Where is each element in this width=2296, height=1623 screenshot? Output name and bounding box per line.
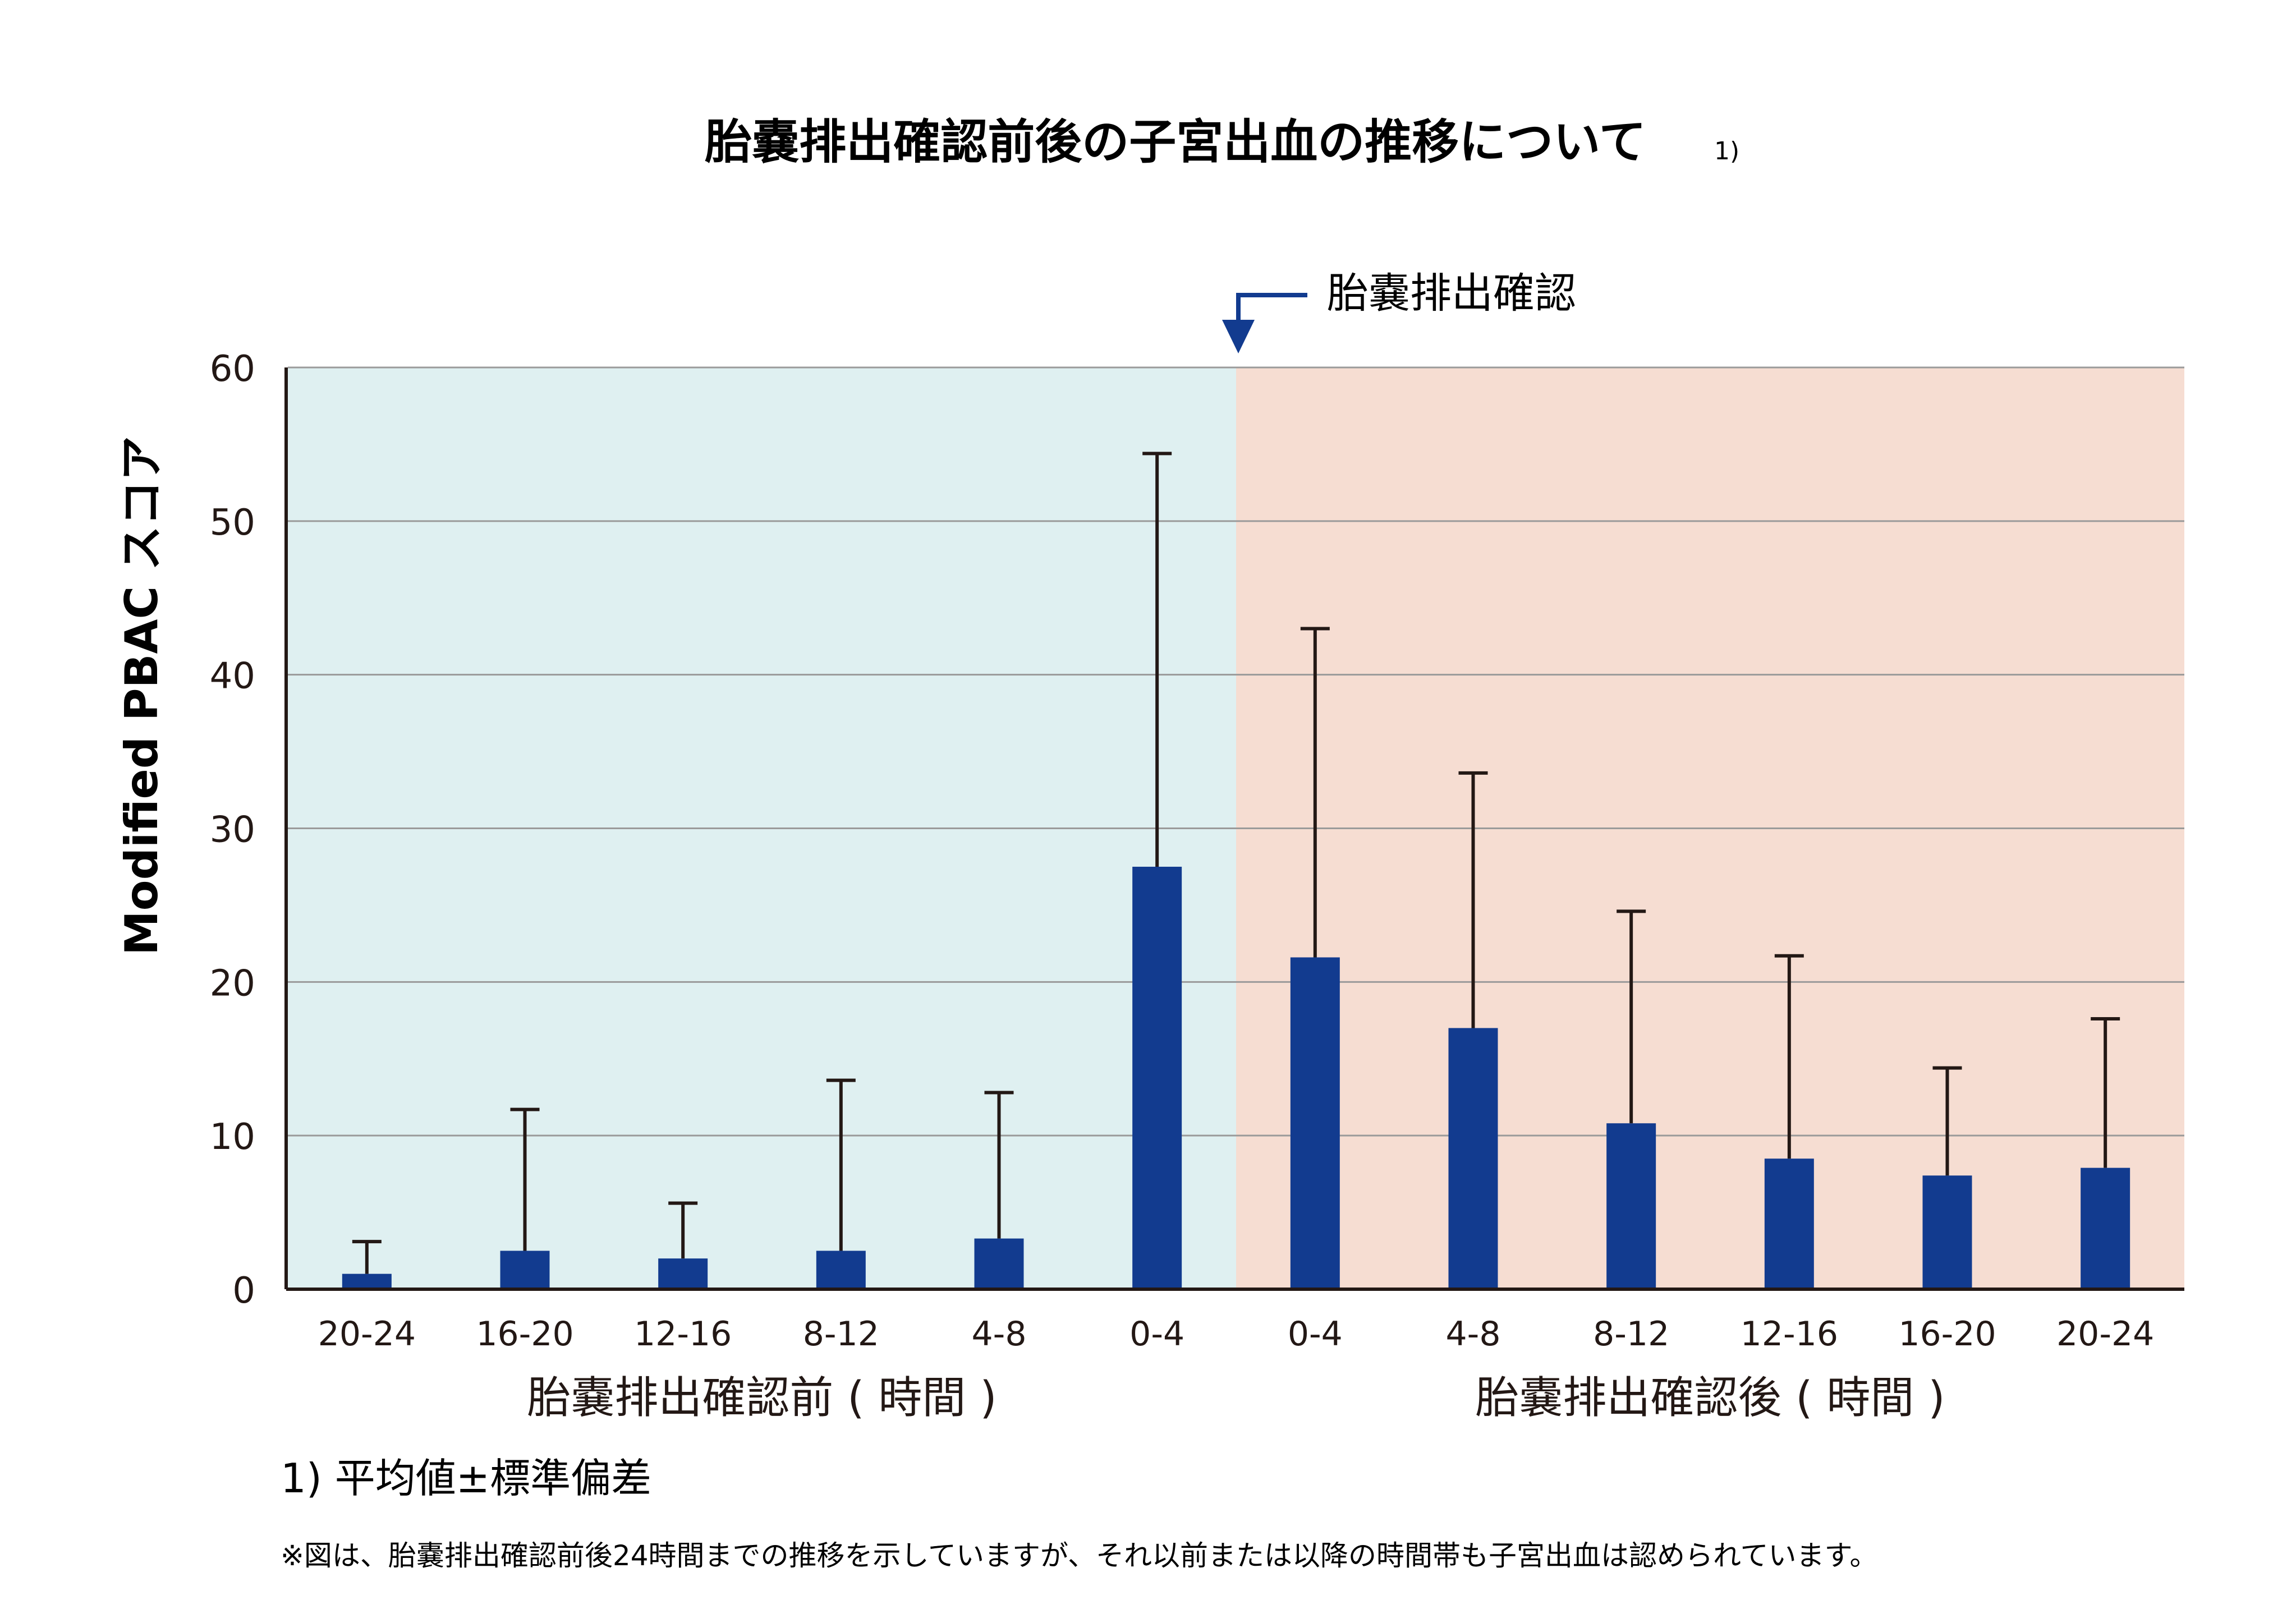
annotation-label: 胎嚢排出確認 (1327, 269, 1576, 318)
chart-title-note: 1) (1714, 137, 1739, 165)
x-tick-label-11: 20-24 (2056, 1314, 2154, 1354)
x-tick-label-9: 12-16 (1741, 1314, 1838, 1354)
y-tick-label-0: 0 (232, 1270, 255, 1312)
x-tick-label-5: 0-4 (1129, 1314, 1184, 1354)
x-tick-label-7: 4-8 (1446, 1314, 1501, 1354)
group-label-0: 胎嚢排出確認前 ( 時間 ) (527, 1373, 997, 1423)
bar-7 (1448, 1028, 1498, 1289)
x-tick-label-3: 8-12 (803, 1314, 879, 1354)
bar-10 (1922, 1175, 1972, 1289)
bar-8 (1606, 1123, 1656, 1289)
bar-0 (342, 1273, 392, 1289)
note: ※図は、胎嚢排出確認前後24時間までの推移を示していますが、それ以前または以降の… (281, 1539, 1878, 1572)
y-axis-label: Modified PBAC スコア (116, 436, 168, 955)
y-tick-label-4: 40 (210, 656, 255, 697)
group-label-1: 胎嚢排出確認後 ( 時間 ) (1475, 1373, 1945, 1423)
x-tick-label-8: 8-12 (1593, 1314, 1669, 1354)
gridlines (288, 366, 2184, 1137)
chart-title: 胎嚢排出確認前後の子宮出血の推移について (705, 114, 1646, 169)
bar-2 (658, 1258, 708, 1289)
x-tick-label-6: 0-4 (1288, 1314, 1343, 1354)
y-tick-label-6: 60 (210, 348, 255, 390)
y-tick-label-5: 50 (210, 502, 255, 544)
bar-3 (816, 1250, 866, 1289)
annotation-arrow (1222, 293, 1307, 353)
x-tick-label-2: 12-16 (634, 1314, 732, 1354)
x-tick-labels: 20-24 16-20 12-16 8-12 4-8 0-4 0-4 4-8 8-12 12-16… (318, 1314, 2155, 1354)
x-tick-label-4: 4-8 (972, 1314, 1027, 1354)
y-tick-label-1: 10 (210, 1116, 255, 1158)
bars (342, 866, 2130, 1289)
error-bars (352, 452, 2120, 1274)
y-tick-labels: 0 10 20 30 40 50 60 (210, 348, 255, 1312)
group-labels: 胎嚢排出確認前 ( 時間 ) 胎嚢排出確認後 ( 時間 ) (527, 1373, 1945, 1423)
y-tick-label-2: 20 (210, 963, 255, 1004)
bar-4 (974, 1238, 1024, 1289)
bar-6 (1290, 957, 1340, 1289)
bar-5 (1132, 866, 1182, 1289)
bar-11 (2081, 1167, 2130, 1289)
footnote: 1) 平均値±標準偏差 (281, 1455, 651, 1502)
x-tick-label-1: 16-20 (476, 1314, 573, 1354)
bar-9 (1764, 1158, 1814, 1289)
bar-1 (500, 1250, 550, 1289)
x-tick-label-0: 20-24 (318, 1314, 416, 1354)
y-tick-label-3: 30 (210, 810, 255, 851)
x-tick-label-10: 16-20 (1898, 1314, 1996, 1354)
